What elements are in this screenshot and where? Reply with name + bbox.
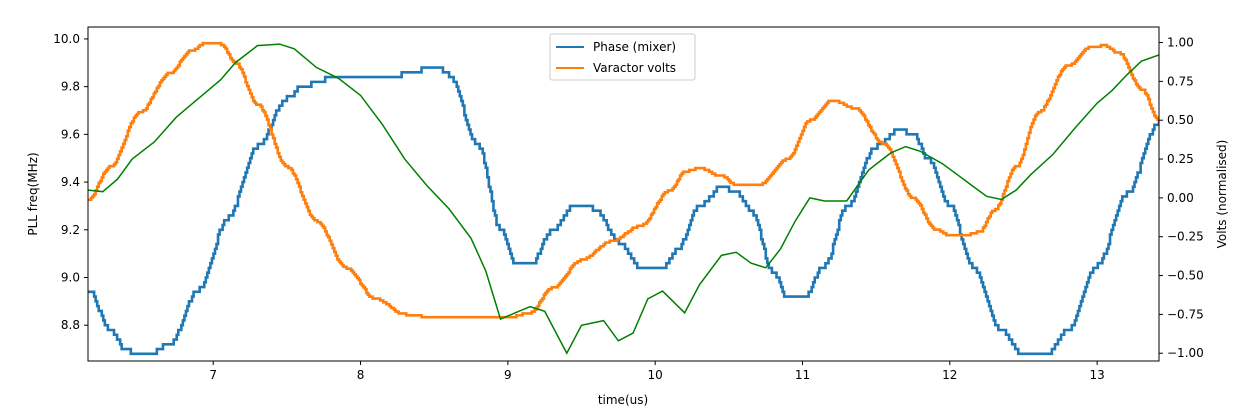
series-phase-mixer-line — [88, 66, 1159, 356]
legend-box — [549, 33, 696, 81]
legend: Phase (mixer) Varactor volts — [549, 33, 696, 81]
y2-tick-label: −0.75 — [1167, 307, 1204, 321]
y-tick-label: 9.0 — [61, 271, 80, 285]
y-tick-label: 9.2 — [61, 223, 80, 237]
y-axis-right: −1.00 −0.75 −0.50 −0.25 0.00 0.25 0.50 0.75 1.00 — [1159, 36, 1204, 360]
y-tick-label: 9.4 — [61, 175, 80, 189]
y2-tick-label: 1.00 — [1167, 36, 1194, 50]
x-axis: 7 8 9 10 11 12 13 — [209, 361, 1105, 382]
y2-tick-label: 0.75 — [1167, 74, 1194, 88]
y-tick-label: 9.8 — [61, 80, 80, 94]
x-tick-label: 9 — [504, 368, 512, 382]
x-tick-label: 12 — [942, 368, 957, 382]
series-green-line — [88, 43, 1159, 355]
y-tick-label: 8.8 — [61, 318, 80, 332]
y-axis-label-right: Volts (normalised) — [1215, 140, 1229, 249]
x-tick-label: 8 — [357, 368, 365, 382]
y2-tick-label: 0.25 — [1167, 152, 1194, 166]
legend-label-phase: Phase (mixer) — [593, 40, 676, 54]
x-tick-label: 13 — [1089, 368, 1104, 382]
series-layer — [88, 41, 1159, 356]
y-axis-label-left: PLL freq(MHz) — [26, 152, 40, 235]
y2-tick-label: −1.00 — [1167, 346, 1204, 360]
plot-area — [88, 27, 1159, 361]
y2-tick-label: 0.50 — [1167, 113, 1194, 127]
y2-tick-label: 0.00 — [1167, 191, 1194, 205]
y-axis-left: 8.8 9.0 9.2 9.4 9.6 9.8 10.0 — [53, 32, 88, 332]
y2-tick-label: −0.50 — [1167, 269, 1204, 283]
plot-frame — [87, 26, 1160, 362]
y-tick-label: 9.6 — [61, 127, 80, 141]
y-tick-label: 10.0 — [53, 32, 80, 46]
x-tick-label: 11 — [795, 368, 810, 382]
x-axis-label: time(us) — [598, 393, 648, 407]
x-tick-label: 7 — [209, 368, 217, 382]
y2-tick-label: −0.25 — [1167, 230, 1204, 244]
series-varactor-volts-line — [88, 41, 1159, 319]
x-tick-label: 10 — [648, 368, 663, 382]
legend-label-varactor: Varactor volts — [593, 61, 676, 75]
